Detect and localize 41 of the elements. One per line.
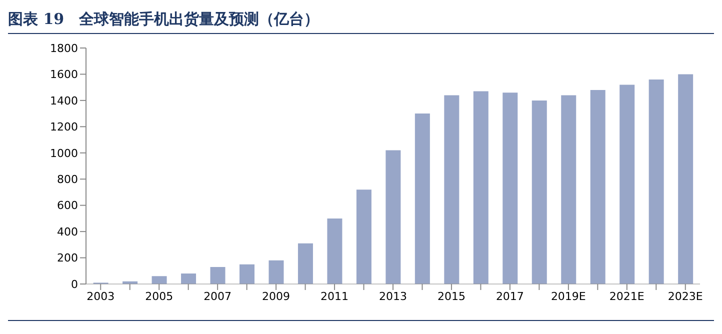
bar [152,276,167,284]
bar [561,95,576,284]
y-tick-label: 600 [57,199,78,212]
bar [473,91,488,284]
x-tick-label: 2019E [550,290,586,303]
bar [240,264,254,284]
bar [444,95,460,284]
x-tick-label: 2007 [204,290,232,303]
y-tick-label: 1600 [50,68,78,82]
x-tick-label: 2003 [86,290,115,303]
y-tick-label: 0 [71,278,78,291]
bar [210,266,226,284]
bar [678,74,694,284]
y-tick-label: 200 [57,252,78,265]
y-tick-label: 1000 [50,146,78,160]
bar [298,243,313,284]
bar [327,218,342,284]
y-tick-label: 400 [57,225,78,238]
bar [181,274,196,284]
bar [386,150,401,284]
x-tick-label: 2017 [496,290,524,303]
x-tick-label: 2015 [437,290,466,303]
y-tick-label: 1400 [50,94,78,108]
x-tick-label: 2021E [609,290,644,303]
x-tick-label: 2023E [668,290,703,303]
bar [648,79,664,284]
bar [268,260,284,284]
y-tick-label: 800 [57,173,78,186]
bar [532,100,547,284]
x-tick-label: 2013 [379,290,407,303]
y-tick-label: 1200 [50,120,78,134]
bar [502,92,518,284]
bar [620,84,635,284]
x-tick-label: 2005 [145,290,174,303]
y-tick-label: 1800 [50,42,78,55]
bar [590,90,606,284]
bar [414,114,430,284]
x-tick-label: 2011 [320,290,349,303]
x-tick-label: 2009 [262,290,290,303]
bar [356,190,372,284]
chart-title: 图表 19 全球智能手机出货量及预测（亿台） [8,8,714,34]
